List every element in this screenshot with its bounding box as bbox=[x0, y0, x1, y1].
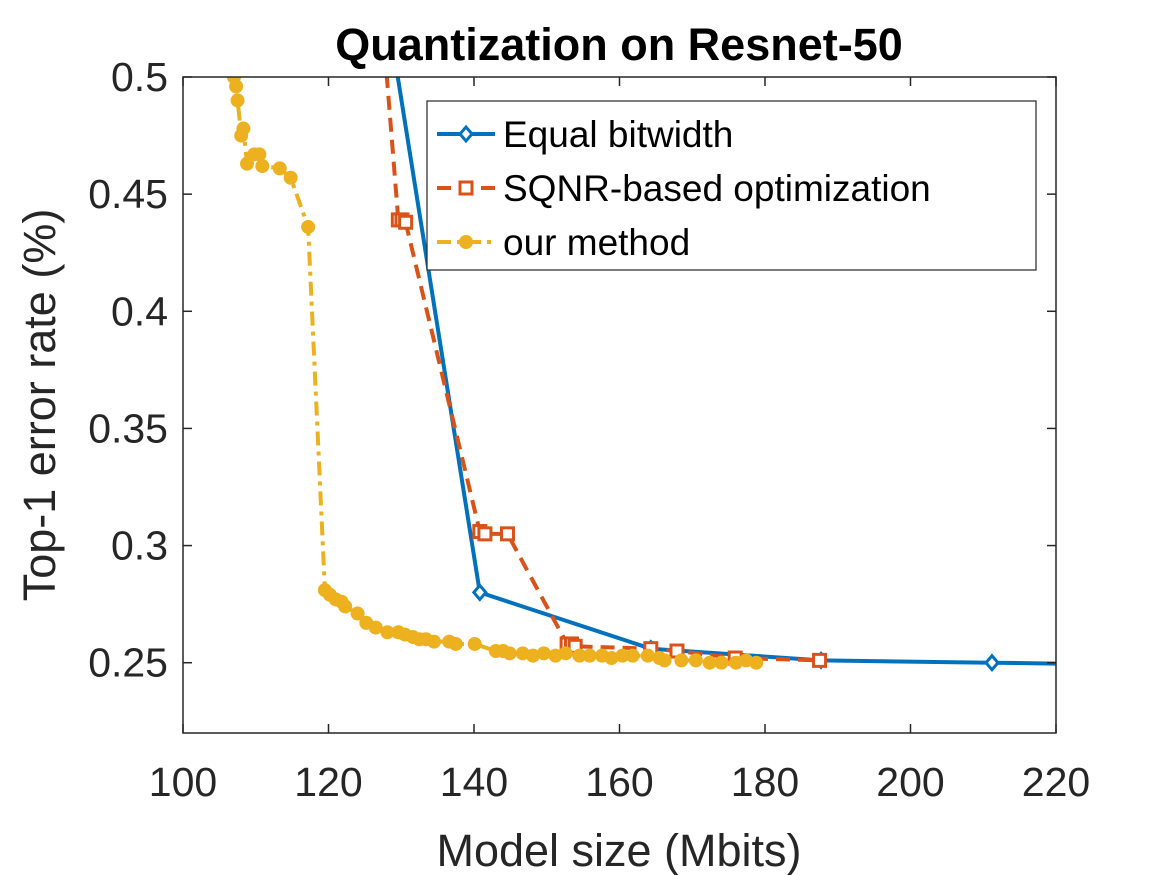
data-point-our-method bbox=[582, 648, 597, 663]
legend: Equal bitwidth SQNR-based optimization o… bbox=[426, 100, 1037, 271]
data-point-our-method bbox=[448, 636, 463, 651]
chart-title: Quantization on Resnet-50 bbox=[335, 19, 903, 70]
legend-box bbox=[426, 100, 1037, 271]
ticks-layer: 100 120 140 160 180 200 220 0.25 0.3 0.35 0.4 0.45 0… bbox=[88, 54, 1090, 805]
data-point-our-method bbox=[502, 646, 517, 661]
data-point-our-method bbox=[688, 653, 703, 668]
x-tick-label: 180 bbox=[731, 759, 799, 805]
legend-entry-equal-bitwidth: Equal bitwidth bbox=[437, 114, 733, 155]
series-our-method bbox=[226, 77, 764, 670]
legend-entry-our-method: our method bbox=[437, 222, 690, 263]
x-tick-label: 160 bbox=[585, 759, 653, 805]
data-point-our-method bbox=[368, 620, 383, 635]
series-layer bbox=[226, 77, 1167, 673]
data-point-our-method bbox=[674, 653, 689, 668]
data-point-our-method bbox=[558, 646, 573, 661]
data-point-our-method bbox=[283, 170, 298, 185]
y-tick-label: 0.35 bbox=[88, 405, 168, 451]
data-point-equal-bitwidth bbox=[471, 583, 488, 602]
x-axis-title: Model size (Mbits) bbox=[436, 825, 801, 875]
data-point-our-method bbox=[240, 156, 255, 171]
data-point-our-method bbox=[350, 606, 365, 621]
y-tick-label: 0.25 bbox=[88, 640, 168, 686]
data-point-our-method bbox=[255, 159, 270, 174]
legend-label-sqnr: SQNR-based optimization bbox=[503, 168, 931, 209]
data-point-our-method bbox=[338, 599, 353, 614]
x-tick-label: 200 bbox=[876, 759, 944, 805]
y-tick-label: 0.45 bbox=[88, 171, 168, 217]
data-point-sqnr-based-optimization bbox=[398, 214, 414, 230]
legend-entry-sqnr: SQNR-based optimization bbox=[437, 168, 931, 209]
data-point-equal-bitwidth bbox=[1156, 658, 1167, 672]
x-tick-label: 120 bbox=[294, 759, 362, 805]
legend-marker-equal-bitwidth bbox=[458, 124, 474, 144]
legend-label-equal-bitwidth: Equal bitwidth bbox=[503, 114, 733, 155]
y-tick-label: 0.4 bbox=[111, 288, 168, 334]
data-point-sqnr-based-optimization bbox=[812, 652, 828, 668]
y-tick-label: 0.5 bbox=[111, 54, 168, 100]
y-axis-title: Top-1 error rate (%) bbox=[14, 209, 65, 602]
x-tick-label: 140 bbox=[440, 759, 508, 805]
data-point-our-method bbox=[749, 655, 764, 670]
data-point-our-method bbox=[625, 648, 640, 663]
data-point-our-method bbox=[714, 655, 729, 670]
y-tick-label: 0.3 bbox=[111, 523, 168, 569]
data-point-our-method bbox=[236, 121, 251, 136]
data-point-our-method bbox=[426, 634, 441, 649]
data-point-our-method bbox=[702, 655, 717, 670]
axes-box bbox=[182, 76, 1057, 734]
x-tick-label: 100 bbox=[149, 759, 217, 805]
legend-marker-our-method bbox=[459, 235, 473, 249]
data-point-our-method bbox=[229, 79, 244, 94]
x-tick-label: 220 bbox=[1022, 759, 1090, 805]
legend-marker-sqnr bbox=[458, 180, 474, 196]
data-point-our-method bbox=[657, 653, 672, 668]
data-point-sqnr-based-optimization bbox=[499, 526, 515, 542]
data-point-our-method bbox=[252, 147, 267, 162]
data-point-our-method bbox=[301, 219, 316, 234]
data-point-sqnr-based-optimization bbox=[477, 526, 493, 542]
data-point-our-method bbox=[640, 648, 655, 663]
data-point-our-method bbox=[467, 636, 482, 651]
legend-label-our-method: our method bbox=[503, 222, 690, 263]
data-point-our-method bbox=[536, 646, 551, 661]
data-point-equal-bitwidth bbox=[984, 653, 1000, 673]
data-point-our-method bbox=[272, 161, 287, 176]
data-point-our-method bbox=[230, 93, 245, 108]
